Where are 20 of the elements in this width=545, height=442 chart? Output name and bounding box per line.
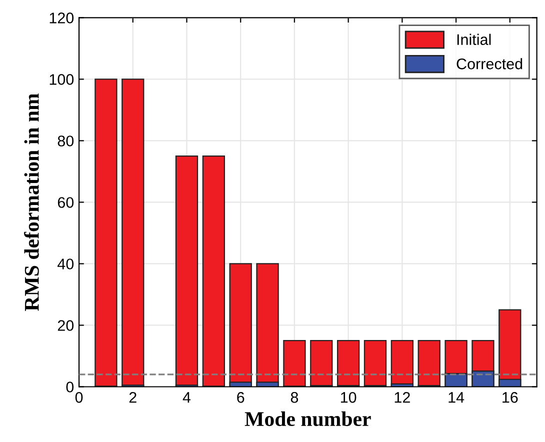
x-tick-label: 0 xyxy=(75,392,83,403)
x-tick-label: 16 xyxy=(502,392,518,403)
y-tick-label: 40 xyxy=(58,258,74,270)
y-tick-label: 100 xyxy=(50,74,74,85)
y-tick-label: 60 xyxy=(58,197,74,208)
y-axis-title: RMS deformation in nm xyxy=(24,93,39,311)
x-tick-label: 8 xyxy=(290,392,298,403)
x-tick-label: 4 xyxy=(182,392,191,403)
legend-label: Corrected xyxy=(456,58,522,70)
y-tick-label: 20 xyxy=(58,320,74,331)
x-axis-title: Mode number xyxy=(244,411,371,426)
legend-label: Initial xyxy=(457,34,491,46)
x-tick-label: 6 xyxy=(237,392,244,403)
x-tick-label: 10 xyxy=(340,392,356,403)
y-tick-label: 0 xyxy=(66,382,74,392)
x-tick-label: 12 xyxy=(394,392,410,403)
x-tick-label: 2 xyxy=(129,392,136,403)
y-tick-label: 80 xyxy=(58,136,74,146)
x-tick-label: 14 xyxy=(448,392,464,403)
y-tick-label: 120 xyxy=(50,12,74,24)
